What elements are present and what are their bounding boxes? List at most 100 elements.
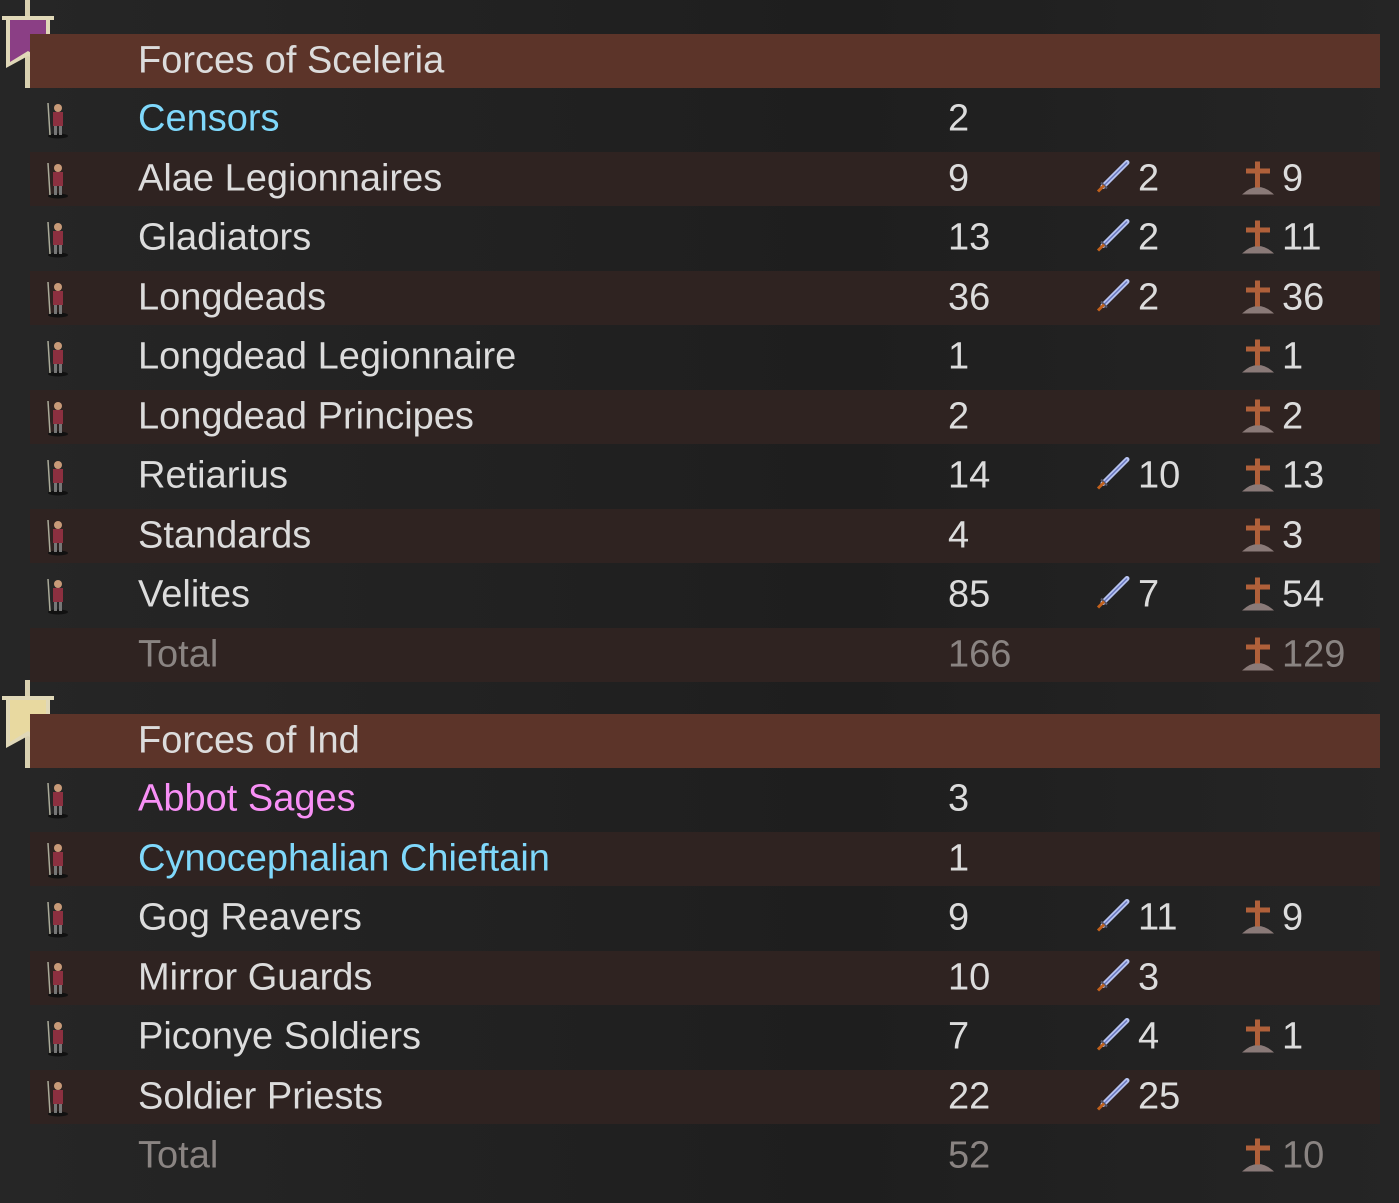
unit-row[interactable]: Longdeads 36 2 36 xyxy=(30,270,1380,325)
unit-sprite-icon xyxy=(38,99,78,139)
unit-count: 1 xyxy=(948,335,970,378)
unit-row[interactable]: Mirror Guards 10 3 xyxy=(30,950,1380,1005)
deaths-value: 129 xyxy=(1282,633,1346,675)
kills-value: 10 xyxy=(1138,454,1181,497)
grave-icon xyxy=(1240,1135,1276,1178)
group-header: Forces of Sceleria xyxy=(30,34,1380,88)
grave-icon xyxy=(1240,395,1276,438)
sword-icon xyxy=(1095,218,1131,259)
grave-icon xyxy=(1240,217,1276,260)
unit-row[interactable]: Cynocephalian Chieftain 1 xyxy=(30,831,1380,886)
total-count: 166 xyxy=(948,633,1012,675)
deaths-value: 10 xyxy=(1282,1134,1325,1177)
grave-icon xyxy=(1240,514,1276,557)
unit-sprite-icon xyxy=(38,337,78,377)
deaths-value: 2 xyxy=(1282,395,1304,437)
unit-name: Longdead Legionnaire xyxy=(138,335,517,378)
deaths-value: 11 xyxy=(1282,216,1322,259)
unit-sprite-icon xyxy=(38,958,78,998)
sword-icon xyxy=(1095,898,1131,939)
sword-icon xyxy=(1095,456,1131,497)
grave-icon xyxy=(1240,574,1276,617)
unit-row[interactable]: Abbot Sages 3 xyxy=(30,772,1380,826)
unit-count: 2 xyxy=(948,97,970,140)
grave-icon xyxy=(1240,157,1276,200)
unit-name: Gladiators xyxy=(138,216,312,259)
unit-row[interactable]: Gog Reavers 9 11 9 xyxy=(30,891,1380,945)
kills-value: 2 xyxy=(1138,276,1160,318)
unit-sprite-icon xyxy=(38,1077,78,1117)
unit-row[interactable]: Alae Legionnaires 9 2 9 xyxy=(30,151,1380,206)
unit-count: 22 xyxy=(948,1075,991,1117)
unit-name: Retiarius xyxy=(138,454,288,497)
unit-name: Piconye Soldiers xyxy=(138,1015,422,1058)
grave-icon xyxy=(1240,1016,1276,1059)
unit-name: Cynocephalian Chieftain xyxy=(138,837,550,879)
unit-count: 13 xyxy=(948,216,991,259)
unit-count: 9 xyxy=(948,896,970,939)
unit-count: 2 xyxy=(948,395,970,437)
grave-icon xyxy=(1240,897,1276,940)
kills-value: 3 xyxy=(1138,956,1160,998)
unit-sprite-icon xyxy=(38,159,78,199)
kills-value: 7 xyxy=(1138,573,1160,616)
grave-icon xyxy=(1240,336,1276,379)
kills-value: 2 xyxy=(1138,216,1160,259)
unit-row[interactable]: Velites 85 7 54 xyxy=(30,568,1380,622)
unit-row[interactable]: Piconye Soldiers 7 4 1 xyxy=(30,1010,1380,1064)
unit-count: 85 xyxy=(948,573,991,616)
kills-value: 25 xyxy=(1138,1075,1181,1117)
deaths-value: 54 xyxy=(1282,573,1325,616)
unit-row[interactable]: Gladiators 13 2 11 xyxy=(30,211,1380,265)
deaths-value: 1 xyxy=(1282,335,1304,378)
deaths-value: 1 xyxy=(1282,1015,1304,1058)
unit-sprite-icon xyxy=(38,218,78,258)
sword-icon xyxy=(1095,1076,1131,1117)
unit-name: Gog Reavers xyxy=(138,896,362,939)
unit-row[interactable]: Longdead Principes 2 2 xyxy=(30,389,1380,444)
unit-count: 4 xyxy=(948,514,970,556)
kills-value: 4 xyxy=(1138,1015,1160,1058)
sword-icon xyxy=(1095,1017,1131,1058)
unit-count: 7 xyxy=(948,1015,970,1058)
unit-sprite-icon xyxy=(38,898,78,938)
sword-icon xyxy=(1095,158,1131,199)
unit-row[interactable]: Censors 2 xyxy=(30,92,1380,146)
unit-sprite-icon xyxy=(38,516,78,556)
unit-count: 14 xyxy=(948,454,991,497)
unit-row[interactable]: Retiarius 14 10 13 xyxy=(30,449,1380,503)
deaths-value: 9 xyxy=(1282,896,1304,939)
kills-value: 2 xyxy=(1138,157,1160,199)
unit-name: Mirror Guards xyxy=(138,956,373,998)
unit-sprite-icon xyxy=(38,278,78,318)
unit-name: Alae Legionnaires xyxy=(138,157,443,199)
grave-icon xyxy=(1240,455,1276,498)
unit-name: Soldier Priests xyxy=(138,1075,383,1117)
sword-icon xyxy=(1095,277,1131,318)
sword-icon xyxy=(1095,575,1131,616)
unit-row[interactable]: Longdead Legionnaire 1 1 xyxy=(30,330,1380,384)
grave-icon xyxy=(1240,633,1276,676)
unit-count: 10 xyxy=(948,956,991,998)
total-label: Total xyxy=(138,1134,219,1177)
unit-name: Velites xyxy=(138,573,250,616)
group-header: Forces of Ind xyxy=(30,714,1380,768)
unit-row[interactable]: Standards 4 3 xyxy=(30,508,1380,563)
unit-row[interactable]: Soldier Priests 22 25 xyxy=(30,1069,1380,1124)
grave-icon xyxy=(1240,276,1276,319)
deaths-value: 3 xyxy=(1282,514,1304,556)
total-count: 52 xyxy=(948,1134,991,1177)
unit-name: Longdeads xyxy=(138,276,327,318)
unit-sprite-icon xyxy=(38,575,78,615)
unit-count: 36 xyxy=(948,276,991,318)
unit-sprite-icon xyxy=(38,779,78,819)
deaths-value: 9 xyxy=(1282,157,1304,199)
total-row: Total 52 10 xyxy=(30,1129,1380,1183)
total-label: Total xyxy=(138,633,219,675)
unit-sprite-icon xyxy=(38,397,78,437)
unit-count: 3 xyxy=(948,777,970,820)
unit-name: Longdead Principes xyxy=(138,395,474,437)
unit-name: Abbot Sages xyxy=(138,777,356,820)
unit-sprite-icon xyxy=(38,456,78,496)
total-row: Total 166 129 xyxy=(30,627,1380,682)
